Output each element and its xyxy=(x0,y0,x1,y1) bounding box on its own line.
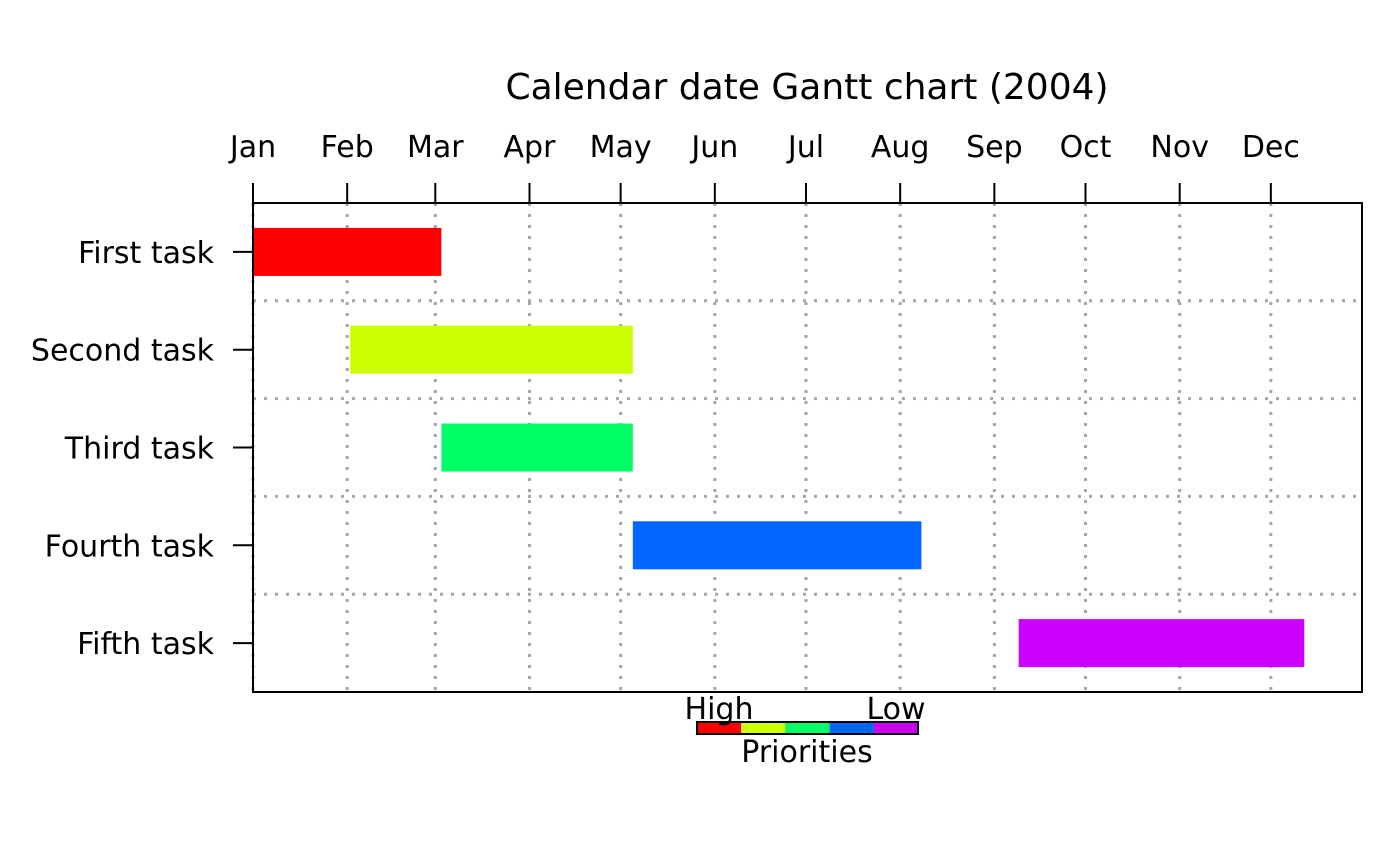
x-tick-label: Aug xyxy=(871,130,930,165)
plot-frame xyxy=(252,202,1363,693)
priority-legend: High Low Priorities xyxy=(685,692,926,770)
legend-swatch xyxy=(829,722,874,734)
task-bars xyxy=(253,227,1305,668)
x-tick-label: Feb xyxy=(321,130,374,165)
legend-title: Priorities xyxy=(741,735,872,770)
task-bar xyxy=(350,325,633,374)
y-tick-label: Third task xyxy=(64,432,215,467)
y-tick-label: Fourth task xyxy=(45,529,215,564)
task-bar xyxy=(441,423,633,472)
task-bar xyxy=(632,521,922,570)
legend-swatch xyxy=(873,722,918,734)
y-tick-label: Second task xyxy=(31,334,215,369)
legend-swatch xyxy=(697,722,742,734)
task-bar xyxy=(1018,619,1305,668)
x-tick-label: Nov xyxy=(1150,130,1209,165)
x-tick-label: Oct xyxy=(1060,130,1112,165)
legend-swatch xyxy=(785,722,830,734)
task-bar xyxy=(253,227,442,276)
chart-title: Calendar date Gantt chart (2004) xyxy=(505,67,1108,108)
x-tick-label: Mar xyxy=(407,130,464,165)
grid xyxy=(251,203,1362,692)
x-tick-label: Jun xyxy=(689,130,738,165)
y-tick-label: Fifth task xyxy=(77,627,215,662)
x-axis: Jan Feb Mar Apr May Jun Jul Aug Sep Oct Nov Dec xyxy=(228,130,1300,203)
legend-high-label: High xyxy=(685,692,754,727)
x-tick-label: Apr xyxy=(504,130,557,165)
x-tick-label: Sep xyxy=(966,130,1023,165)
y-axis: First task Second task Third task Fourth ta… xyxy=(31,236,253,662)
legend-frame xyxy=(696,721,919,735)
x-tick-label: Jul xyxy=(786,130,824,165)
legend-swatch xyxy=(741,722,786,734)
legend-low-label: Low xyxy=(866,692,925,727)
x-tick-label: Jan xyxy=(228,130,276,165)
y-tick-label: First task xyxy=(78,236,214,271)
x-tick-label: Dec xyxy=(1242,130,1300,165)
x-tick-label: May xyxy=(590,130,652,165)
